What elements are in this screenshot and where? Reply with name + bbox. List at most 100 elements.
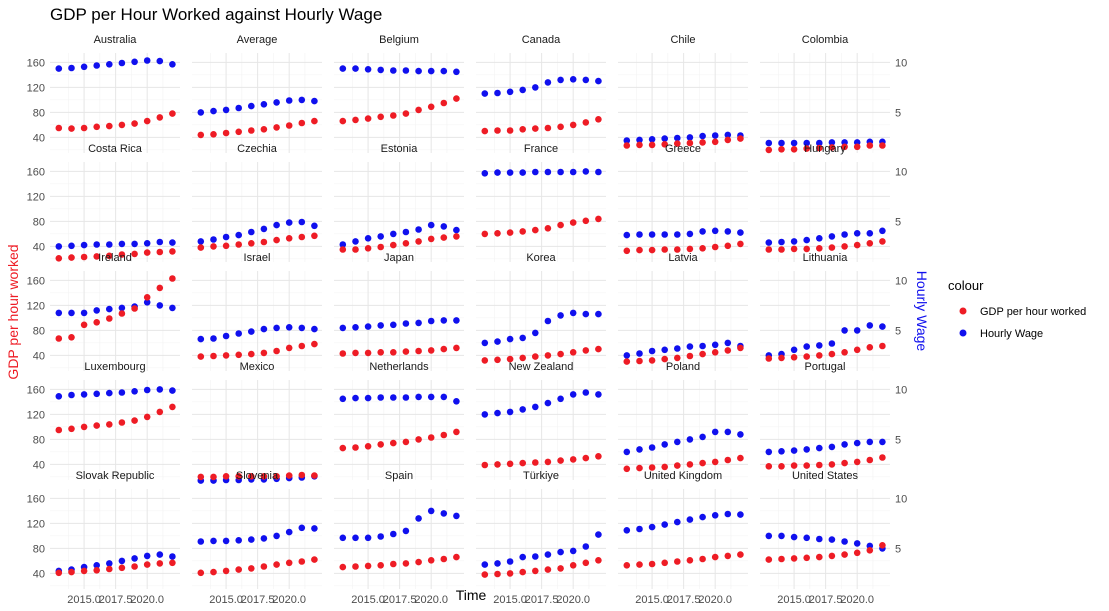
wage-point [311, 97, 318, 105]
gdp-point [415, 238, 422, 245]
facet-panel: Slovak Republic 40 80 120 160 2015.02017.5202… [27, 470, 180, 606]
gdp-point [519, 568, 526, 576]
wage-point [674, 518, 681, 526]
wage-point [737, 511, 744, 518]
gdp-point [235, 473, 242, 480]
gdp-point [711, 458, 719, 466]
gdp-point [724, 552, 732, 560]
wage-point [453, 398, 460, 405]
gdp-point [595, 215, 602, 223]
gdp-point [879, 142, 886, 149]
wage-point [156, 386, 164, 393]
gdp-point [197, 569, 205, 577]
wage-point [364, 534, 372, 542]
wage-point [339, 241, 347, 248]
x-tick-label: 2015.0 [493, 594, 527, 606]
facet-panel: Mexico [192, 361, 322, 484]
wage-point [636, 446, 643, 453]
wage-point [156, 302, 164, 309]
y-tick-label-right: 10 [895, 493, 907, 505]
gdp-point [519, 459, 526, 467]
gdp-point [298, 119, 306, 127]
wage-point [494, 560, 501, 567]
gdp-point [544, 566, 552, 573]
wage-point [298, 524, 306, 532]
facet-panel: Canada [476, 34, 606, 153]
wage-point [569, 76, 577, 83]
gdp-point [648, 246, 656, 254]
wage-point [481, 170, 489, 177]
gdp-point [866, 344, 874, 351]
wage-point [699, 132, 706, 140]
wage-point [648, 523, 656, 531]
gdp-point [828, 461, 836, 468]
wage-point [623, 231, 631, 239]
wage-point [156, 238, 164, 246]
wage-point [636, 525, 643, 533]
y-tick-label-left: 160 [27, 275, 45, 287]
wage-point [427, 393, 435, 401]
gdp-point [595, 557, 602, 564]
wage-point [235, 330, 242, 337]
wage-point [532, 84, 539, 91]
facet-panel: Ireland 40 80 120 160 [27, 252, 180, 371]
gdp-point [737, 454, 744, 462]
gdp-point [711, 243, 719, 251]
gdp-point [298, 471, 306, 479]
wage-point [481, 561, 489, 568]
wage-point [582, 389, 590, 396]
gdp-point [569, 349, 577, 356]
gdp-point [440, 345, 448, 353]
gdp-point [93, 123, 100, 131]
y-tick-label-right: 5 [895, 216, 901, 228]
wage-point [197, 109, 205, 116]
wage-point [352, 324, 359, 331]
gdp-point [481, 461, 489, 469]
gdp-point [544, 124, 552, 132]
gdp-point [853, 241, 861, 249]
legend-marker-wage [959, 329, 967, 337]
wage-point [285, 324, 293, 331]
gdp-point [532, 125, 539, 132]
wage-point [494, 409, 501, 417]
gdp-point [816, 245, 823, 252]
wage-point [648, 347, 656, 355]
gdp-point [778, 246, 785, 253]
legend-marker-gdp [959, 307, 967, 315]
facet-strip-label: Spain [385, 470, 413, 482]
y-tick-label-right: 10 [895, 275, 907, 287]
gdp-point [55, 569, 63, 577]
facet-strip-label: Slovak Republic [76, 470, 155, 482]
wage-point [55, 65, 63, 72]
gdp-point [210, 131, 217, 138]
gdp-point [648, 464, 656, 471]
gdp-point [481, 127, 489, 135]
gdp-point [131, 120, 138, 127]
gdp-point [352, 349, 359, 357]
x-tick-label: 2015.0 [351, 594, 385, 606]
wage-point [711, 132, 719, 139]
gdp-point [737, 240, 744, 248]
y-tick-label-left: 80 [33, 325, 45, 337]
x-tick-label: 2020.0 [556, 594, 590, 606]
x-tick-label: 2015.0 [209, 594, 243, 606]
facet-strip-label: Latvia [668, 252, 698, 264]
gdp-point [377, 562, 385, 569]
facet-panel: Netherlands [334, 361, 464, 480]
gdp-point [711, 138, 719, 146]
y-tick-label-right: 10 [895, 166, 907, 178]
gdp-point [106, 565, 113, 573]
wage-point [364, 66, 372, 73]
wage-point [143, 386, 151, 394]
gdp-point [557, 221, 564, 229]
wage-point [131, 58, 138, 66]
gdp-point [494, 570, 501, 578]
y-tick-label-left: 120 [27, 300, 45, 312]
wage-point [582, 168, 590, 175]
wage-point [711, 341, 719, 349]
facet-panel: New Zealand [476, 361, 606, 480]
gdp-point [339, 350, 347, 357]
legend-label-wage: Hourly Wage [980, 328, 1043, 340]
gdp-point [494, 127, 501, 134]
